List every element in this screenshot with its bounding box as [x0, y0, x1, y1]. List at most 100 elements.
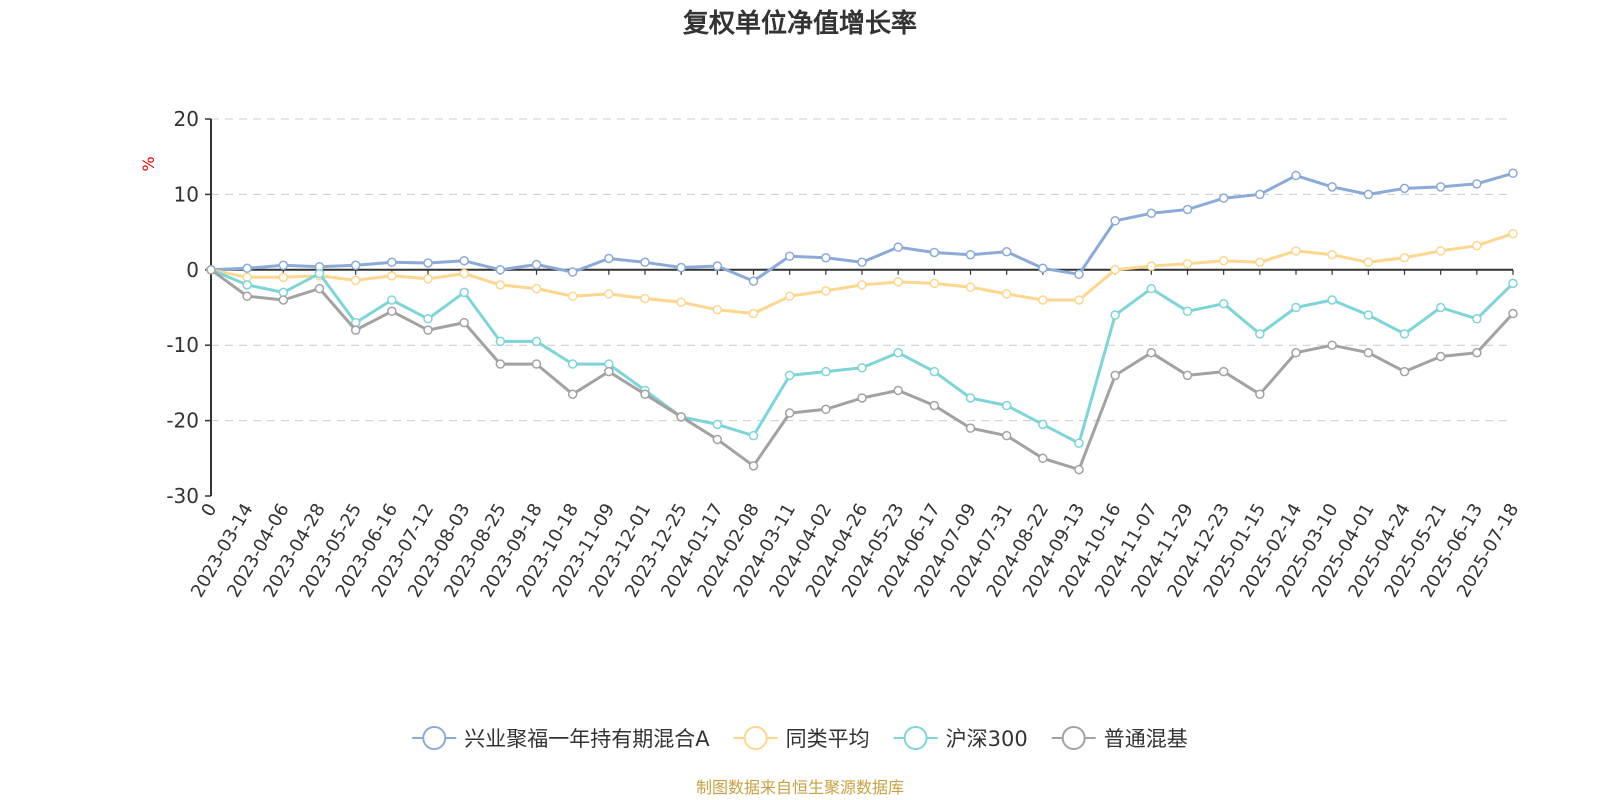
data-point — [1001, 400, 1012, 411]
data-point — [206, 265, 216, 275]
data-point — [1218, 256, 1229, 266]
series-2 — [206, 228, 1518, 319]
data-point — [1508, 228, 1518, 239]
data-point — [640, 293, 650, 304]
data-point — [1435, 246, 1446, 256]
data-point — [1472, 314, 1482, 324]
data-point — [965, 393, 976, 403]
data-point — [567, 267, 578, 277]
data-point — [1291, 347, 1301, 358]
y-tick-label: -10 — [166, 333, 199, 357]
data-point — [1001, 289, 1012, 299]
data-point — [278, 295, 289, 305]
y-axis: 20 10 0 -10 -20 -30 — [166, 107, 212, 508]
data-point — [1110, 370, 1120, 381]
legend-item: 同类平均 — [733, 726, 870, 751]
data-point — [1001, 246, 1012, 257]
data-point — [531, 359, 542, 369]
data-point — [1146, 208, 1157, 218]
data-point — [387, 295, 397, 305]
data-point — [1435, 302, 1446, 313]
data-point — [821, 252, 831, 263]
data-point — [929, 247, 940, 258]
data-point — [1038, 295, 1048, 305]
legend-item: 兴业聚福一年持有期混合A — [412, 726, 710, 751]
data-point — [495, 359, 506, 369]
series-3 — [206, 265, 1518, 448]
data-point — [965, 423, 976, 433]
data-point — [1472, 347, 1482, 358]
data-point — [1074, 464, 1084, 475]
data-point — [640, 389, 650, 399]
data-point — [1182, 204, 1193, 215]
data-point — [387, 306, 397, 317]
data-point — [748, 276, 759, 286]
data-point — [712, 419, 723, 430]
data-point — [459, 268, 469, 279]
data-point — [893, 277, 903, 287]
data-point — [929, 400, 940, 411]
data-point — [567, 389, 578, 399]
data-point — [1110, 310, 1120, 320]
data-point — [1074, 295, 1084, 305]
data-point — [278, 272, 289, 283]
data-point — [893, 347, 903, 358]
data-point — [350, 275, 361, 286]
data-point — [965, 249, 976, 260]
data-point — [893, 385, 903, 396]
data-point — [242, 280, 252, 290]
chart-title: 复权单位净值增长率 — [683, 8, 917, 39]
series-4 — [206, 265, 1518, 475]
legend-item: 普通混基 — [1051, 726, 1188, 751]
data-point — [350, 260, 361, 271]
legend-label: 同类平均 — [786, 727, 870, 751]
data-point — [1182, 370, 1193, 381]
data-point — [784, 408, 795, 418]
data-point — [1472, 179, 1482, 189]
data-point — [1218, 366, 1229, 377]
data-point — [821, 366, 831, 377]
legend-marker — [903, 726, 928, 750]
data-point — [821, 286, 831, 296]
data-point — [1255, 389, 1265, 399]
data-point — [1435, 351, 1446, 362]
data-point — [1363, 257, 1374, 268]
data-point — [350, 325, 361, 335]
x-tick-label: 0 — [197, 500, 221, 520]
data-point — [676, 297, 686, 307]
legend: 兴业聚福一年持有期混合A 同类平均 沪深300 普通混基 — [412, 726, 1188, 751]
data-point — [531, 259, 542, 270]
data-point — [965, 282, 976, 292]
data-point — [1399, 329, 1410, 339]
data-point — [1327, 340, 1337, 350]
data-point — [1399, 183, 1410, 194]
legend-marker — [743, 726, 768, 750]
data-point — [1255, 329, 1265, 339]
legend-item: 沪深300 — [893, 726, 1028, 751]
data-point — [242, 291, 252, 301]
data-point — [748, 308, 759, 319]
source-note: 制图数据来自恒生聚源数据库 — [696, 778, 904, 797]
data-point — [857, 363, 867, 373]
data-point — [531, 336, 542, 347]
data-point — [1291, 302, 1301, 313]
y-tick-label: 0 — [186, 258, 199, 282]
data-point — [1291, 246, 1301, 256]
data-point — [893, 242, 903, 252]
data-point — [314, 268, 325, 279]
data-point — [676, 262, 686, 273]
data-point — [712, 261, 723, 271]
data-point — [1146, 283, 1157, 294]
data-point — [459, 287, 469, 298]
legend-marker — [422, 726, 447, 750]
data-point — [712, 434, 723, 445]
data-point — [1255, 189, 1265, 200]
data-point — [1363, 310, 1374, 320]
data-point — [1399, 252, 1410, 263]
data-point — [1001, 430, 1012, 441]
data-point — [459, 256, 469, 266]
data-point — [1038, 453, 1048, 464]
data-point — [1255, 257, 1265, 268]
y-tick-label: 20 — [174, 107, 199, 131]
